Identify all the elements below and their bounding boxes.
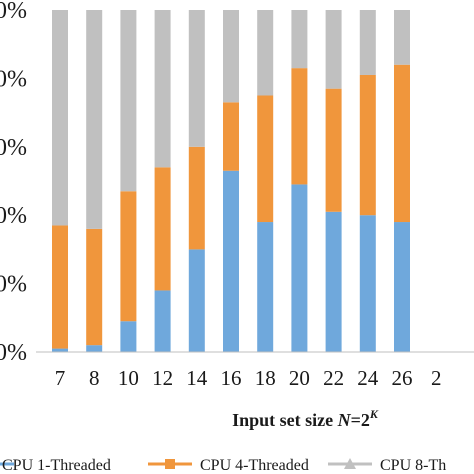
bar-segment-16-series-2 <box>223 102 239 171</box>
bar-segment-14-series-2 <box>188 146 205 250</box>
y-tick-label: 0% <box>0 0 27 24</box>
bar-segment-8-series-1 <box>86 345 103 352</box>
x-tick-label-12: 12 <box>152 366 173 390</box>
bars-group <box>52 10 410 352</box>
x-tick-label-20: 20 <box>289 366 310 390</box>
legend-label-series-2: CPU 4-Threaded <box>200 457 309 474</box>
bar-segment-22-series-2 <box>325 88 342 212</box>
bar-segment-20-series-2 <box>291 68 308 185</box>
legend-marker-series-2 <box>165 459 175 469</box>
bar-segment-18-series-2 <box>257 95 274 223</box>
x-tick-label-14: 14 <box>186 366 208 390</box>
y-tick-label: 0% <box>0 66 27 92</box>
bar-segment-14-series-1 <box>188 249 205 352</box>
bar-segment-7-series-3 <box>52 10 68 226</box>
bar-segment-22-series-3 <box>325 10 342 89</box>
bar-segment-20-series-3 <box>291 10 308 69</box>
legend-label-series-1: CPU 1-Threaded <box>2 457 111 474</box>
bar-segment-12-series-1 <box>154 290 171 352</box>
y-tick-label: 0% <box>0 135 27 161</box>
bar-segment-12-series-3 <box>154 10 171 168</box>
bar-segment-18-series-1 <box>257 222 274 352</box>
bar-segment-8-series-3 <box>86 10 103 229</box>
bar-segment-8-series-2 <box>86 228 103 346</box>
bar-segment-10-series-1 <box>120 321 137 352</box>
x-tick-label-8: 8 <box>89 366 100 390</box>
bar-segment-10-series-2 <box>120 191 137 322</box>
bar-segment-22-series-1 <box>325 211 342 352</box>
bar-segment-16-series-3 <box>223 10 239 103</box>
bar-segment-24-series-1 <box>359 215 376 352</box>
y-axis-tick-labels: 0% 0% 0% 0% 0% 0% <box>0 0 27 366</box>
x-tick-label-2: 2 <box>431 366 442 390</box>
bar-segment-26-series-1 <box>394 222 410 352</box>
bar-segment-7-series-1 <box>52 348 68 352</box>
bar-segment-7-series-2 <box>52 225 68 349</box>
x-tick-label-18: 18 <box>255 366 276 390</box>
bar-segment-24-series-3 <box>359 10 376 75</box>
bar-segment-16-series-1 <box>223 170 239 352</box>
bar-segment-14-series-3 <box>188 10 205 147</box>
x-tick-label-26: 26 <box>392 366 413 390</box>
x-tick-label-22: 22 <box>323 366 344 390</box>
bar-segment-26-series-3 <box>394 10 410 65</box>
x-axis-tick-labels: 7 8 10 12 14 16 18 20 22 24 26 2 <box>55 366 442 390</box>
legend-marker-series-3 <box>344 458 356 469</box>
bar-segment-18-series-3 <box>257 10 274 96</box>
x-axis-title: Input set size N=2K <box>232 407 379 430</box>
bar-segment-12-series-2 <box>154 167 171 291</box>
x-tick-label-7: 7 <box>55 366 66 390</box>
x-tick-label-16: 16 <box>221 366 242 390</box>
bar-segment-24-series-2 <box>359 74 376 216</box>
bar-segment-20-series-1 <box>291 184 308 352</box>
legend-label-series-3: CPU 8-Th <box>380 457 446 474</box>
x-tick-label-10: 10 <box>118 366 139 390</box>
y-tick-label: 0% <box>0 272 27 298</box>
y-tick-label: 0% <box>0 340 27 366</box>
bar-segment-26-series-2 <box>394 64 410 223</box>
y-tick-label: 0% <box>0 203 27 229</box>
legend: CPU 1-Threaded CPU 4-Threaded CPU 8-Th <box>0 457 446 474</box>
bar-segment-10-series-3 <box>120 10 137 192</box>
x-tick-label-24: 24 <box>357 366 379 390</box>
